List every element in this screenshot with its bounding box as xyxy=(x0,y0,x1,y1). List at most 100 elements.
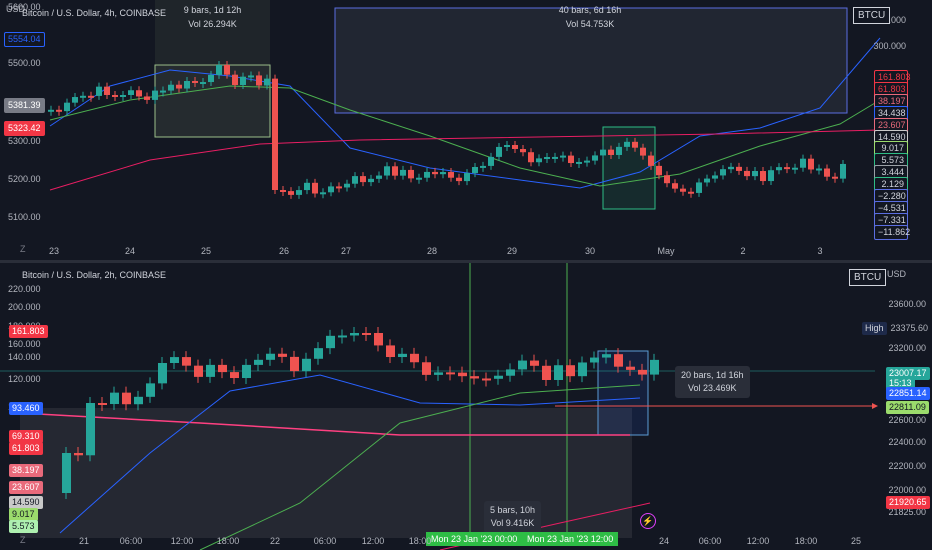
high-value: 23375.60 xyxy=(890,323,928,333)
candle-body xyxy=(578,362,587,377)
pane-divider[interactable] xyxy=(0,260,932,263)
crosshair-time-tag-1: Mon 23 Jan '23 00:00 xyxy=(426,532,523,546)
candle-body xyxy=(64,102,70,112)
candle-body xyxy=(338,335,347,338)
candle-body xyxy=(158,363,167,384)
bottom-time-label: 12:00 xyxy=(361,536,385,546)
candle-body xyxy=(434,372,443,375)
candle-body xyxy=(392,166,398,176)
candle-body xyxy=(110,392,119,405)
candle-body xyxy=(134,396,143,405)
bottom-fib-badge: 38.197 xyxy=(9,464,43,477)
candle-body xyxy=(224,65,230,75)
top-time-label: 27 xyxy=(340,246,352,256)
top-right-axis-label: 300.000 xyxy=(873,41,906,51)
candle-body xyxy=(488,156,494,166)
candle-body xyxy=(302,358,311,372)
bottom-price-badge: 22811.09 xyxy=(886,401,929,414)
candle-body xyxy=(208,74,214,83)
top-left-axis-label: 5500.00 xyxy=(8,58,41,68)
top-left-price-badge: 5323.42 xyxy=(4,121,45,136)
candle-body xyxy=(512,145,518,149)
candle-body xyxy=(824,168,830,177)
candle-body xyxy=(752,171,758,177)
candle-body xyxy=(626,366,635,370)
bottom-price-badge: 23007.17 xyxy=(886,367,930,380)
candle-body xyxy=(74,453,83,456)
top-time-label: 23 xyxy=(48,246,60,256)
candle-body xyxy=(86,403,95,456)
lightning-icon[interactable]: ⚡ xyxy=(640,513,656,529)
bottom-fib-badge: 93.460 xyxy=(9,402,43,415)
bottom-right-axis-label: 22000.00 xyxy=(888,485,926,495)
bottom-time-label: 21 xyxy=(78,536,90,546)
bottom-fib-badge: 69.310 xyxy=(9,430,43,443)
candle-body xyxy=(518,360,527,370)
candle-body xyxy=(410,353,419,363)
top-time-label: 30 xyxy=(584,246,596,256)
bottom-time-label: 24 xyxy=(658,536,670,546)
bottom-fib-badge: 161.803 xyxy=(9,325,48,338)
top-z-label[interactable]: Z xyxy=(20,244,26,254)
candle-body xyxy=(458,372,467,377)
candle-body xyxy=(744,170,750,177)
bottom-time-label: 22 xyxy=(269,536,281,546)
candle-body xyxy=(206,364,215,377)
candle-body xyxy=(632,141,638,148)
candle-body xyxy=(784,167,790,170)
candle-body xyxy=(96,86,102,96)
candle-body xyxy=(544,157,550,160)
bottom-chart-pane[interactable]: Bitcoin / U.S. Dollar, 2h, COINBASE USD … xyxy=(0,263,932,550)
top-chart-title: Bitcoin / U.S. Dollar, 4h, COINBASE xyxy=(22,8,167,18)
candle-body xyxy=(554,365,563,380)
bottom-right-axis-label: 21825.00 xyxy=(888,507,926,517)
candle-body xyxy=(272,78,278,190)
candle-body xyxy=(416,177,422,180)
bottom-fib-badge: 9.017 xyxy=(9,508,38,521)
candle-body xyxy=(494,375,503,379)
candle-body xyxy=(728,166,734,170)
bottom-time-label: 18:00 xyxy=(794,536,818,546)
bottom-left-axis-label: 140.000 xyxy=(8,352,41,362)
bottom-right-axis-label: 23200.00 xyxy=(888,343,926,353)
candle-body xyxy=(808,158,814,170)
candle-body xyxy=(56,109,62,112)
candle-body xyxy=(736,166,742,171)
bottom-fib-badge: 61.803 xyxy=(9,442,43,455)
candle-body xyxy=(314,348,323,359)
top-chart-pane[interactable]: USD Bitcoin / U.S. Dollar, 4h, COINBASE … xyxy=(0,0,932,260)
candle-body xyxy=(504,145,510,148)
candle-body xyxy=(704,178,710,183)
candle-body xyxy=(530,360,539,366)
top-symbol-button[interactable]: BTCU xyxy=(853,7,891,24)
candle-body xyxy=(680,188,686,192)
candle-body xyxy=(398,353,407,358)
bottom-symbol-button[interactable]: BTCU xyxy=(849,269,887,286)
top-time-label: May xyxy=(657,246,675,256)
candle-body xyxy=(432,171,438,175)
candle-body xyxy=(216,65,222,75)
bottom-range-vol: Vol 9.416K xyxy=(490,518,535,528)
candle-body xyxy=(304,182,310,191)
candle-body xyxy=(232,74,238,86)
candle-body xyxy=(112,94,118,97)
candle-body xyxy=(840,163,846,179)
candle-body xyxy=(560,155,566,158)
bottom-left-axis-label: 200.000 xyxy=(8,302,41,312)
bottom-time-label: 12:00 xyxy=(746,536,770,546)
candle-body xyxy=(448,172,454,178)
bottom-range-tooltip: 5 bars, 10h Vol 9.416K xyxy=(484,501,542,533)
candle-body xyxy=(80,95,86,98)
candle-body xyxy=(384,166,390,176)
bottom-time-label: 12:00 xyxy=(170,536,194,546)
candle-body xyxy=(640,147,646,156)
top-time-label: 24 xyxy=(124,246,136,256)
candle-body xyxy=(230,372,239,379)
bottom-price-badge: 15:13 xyxy=(886,377,915,390)
candle-body xyxy=(592,155,598,161)
bottom-z-label[interactable]: Z xyxy=(20,535,26,545)
bottom-chart-canvas[interactable] xyxy=(0,263,932,550)
top-chart-canvas[interactable] xyxy=(0,0,932,260)
candle-body xyxy=(496,146,502,157)
candle-body xyxy=(192,80,198,83)
